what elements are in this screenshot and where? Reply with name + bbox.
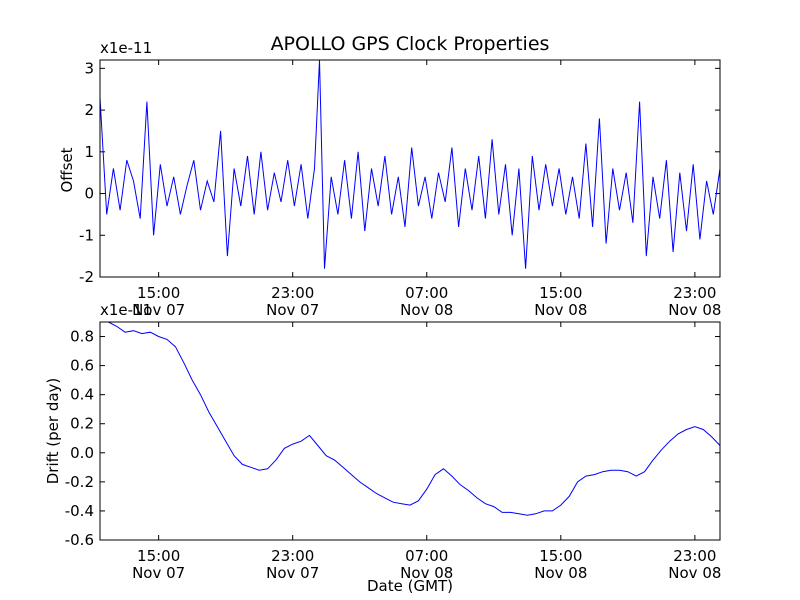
drift-ytick-label: 0.2 [70,415,94,433]
x-axis-label: Date (GMT) [367,577,453,595]
drift-xtick-time-label: 23:00 [271,547,314,565]
offset-xtick-date-label: Nov 07 [266,301,319,319]
drift-ytick-label: -0.2 [65,473,94,491]
offset-xtick-date-label: Nov 08 [400,301,453,319]
drift-ytick-label: -0.6 [65,531,94,549]
drift-xtick-date-label: Nov 08 [400,564,453,582]
offset-ytick-label: 1 [84,143,94,161]
offset-ytick-label: -1 [79,226,94,244]
offset-series-line [99,59,721,269]
offset-xtick-date-label: Nov 07 [132,301,185,319]
drift-xtick-date-label: Nov 08 [534,564,587,582]
drift-xtick-time-label: 15:00 [539,547,582,565]
drift-ytick-label: 0.8 [70,328,94,346]
drift-xtick-date-label: Nov 07 [132,564,185,582]
offset-scale-label: x1e-11 [100,39,152,57]
drift-plot-frame [99,321,721,541]
drift-series-line [100,321,721,516]
chart-title: APOLLO GPS Clock Properties [271,33,550,55]
offset-ytick-label: 0 [84,185,94,203]
drift-xtick-time-label: 15:00 [137,547,180,565]
offset-plot-frame [99,59,721,278]
offset-ytick-label: -2 [79,268,94,286]
drift-ytick-label: 0.4 [70,386,94,404]
drift-scale-label: x1e-11 [100,301,152,319]
drift-axis-label: Drift (per day) [44,378,62,485]
drift-ytick-label: 0.0 [70,444,94,462]
offset-xtick-time-label: 15:00 [539,284,582,302]
offset-ytick-label: 2 [84,101,94,119]
offset-ytick-label: 3 [84,59,94,77]
drift-xtick-time-label: 07:00 [405,547,448,565]
offset-xtick-date-label: Nov 08 [534,301,587,319]
offset-xtick-time-label: 23:00 [271,284,314,302]
offset-xtick-time-label: 23:00 [673,284,716,302]
offset-xtick-date-label: Nov 08 [668,301,721,319]
offset-xtick-time-label: 07:00 [405,284,448,302]
drift-ytick-label: 0.6 [70,357,94,375]
drift-xtick-date-label: Nov 07 [266,564,319,582]
offset-xtick-time-label: 15:00 [137,284,180,302]
drift-panel: x1e-11 Drift (per day) Date (GMT) -0.6 -0… [44,301,721,595]
drift-ytick-label: -0.4 [65,502,94,520]
drift-xtick-date-label: Nov 08 [668,564,721,582]
drift-xtick-time-label: 23:00 [673,547,716,565]
offset-axis-label: Offset [58,147,76,192]
